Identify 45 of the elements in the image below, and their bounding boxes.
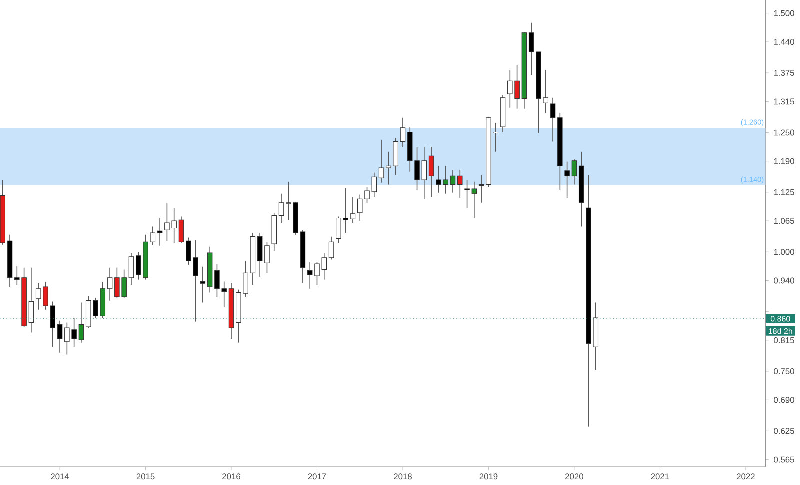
x-tick-label: 2019: [480, 474, 498, 480]
candlestick: [328, 236, 334, 260]
candlestick: [550, 97, 556, 142]
y-tick-label: 0.815: [774, 337, 794, 344]
x-tick-label: 2017: [308, 474, 326, 480]
y-tick-label: 0.625: [774, 428, 794, 434]
candlestick: [564, 161, 570, 199]
candlestick: [428, 146, 434, 198]
candlestick: [107, 267, 113, 302]
ref-line-label: 0.860: [770, 316, 790, 322]
candlestick: [572, 158, 578, 186]
y-tick-label: 0.940: [774, 278, 794, 284]
candlestick: [128, 252, 134, 286]
candlestick: [57, 320, 63, 354]
y-tick-label: 1.315: [774, 98, 794, 105]
y-tick-label: 0.750: [774, 368, 794, 374]
x-tick-label: 2016: [222, 474, 240, 480]
y-tick-label: 1.375: [774, 70, 794, 76]
y-tick-label: 1.500: [774, 10, 794, 16]
y-tick-label: 1.190: [774, 158, 794, 164]
x-tick-label: 2015: [136, 474, 155, 480]
candlestick: [200, 266, 206, 304]
x-tick-label: 2022: [737, 474, 755, 480]
y-tick-label: 1.125: [774, 189, 794, 196]
candlestick: [458, 170, 463, 199]
y-tick-label: 0.690: [774, 397, 794, 404]
candlestick: [28, 267, 34, 334]
x-tick-label: 2021: [651, 474, 670, 480]
candlestick: [378, 139, 384, 184]
text: 18d 2h: [769, 328, 792, 334]
candlestick: [350, 196, 356, 224]
candlestick: [157, 218, 163, 246]
y-tick-label: 1.250: [774, 130, 794, 136]
candlestick: [400, 118, 406, 148]
candlestick: [278, 193, 284, 224]
candlestick: [178, 216, 184, 244]
x-tick-label: 2018: [394, 474, 412, 480]
candlestick: [78, 302, 84, 344]
x-tick-label: 2014: [51, 474, 70, 480]
candlestick: [450, 170, 456, 194]
y-tick-label: 0.565: [774, 456, 794, 463]
x-tick-label: 2020: [566, 474, 584, 480]
y-tick-label: 1.440: [774, 39, 794, 45]
y-tick-label: 1.065: [774, 218, 794, 224]
y-tick-label: 1.000: [774, 249, 794, 256]
